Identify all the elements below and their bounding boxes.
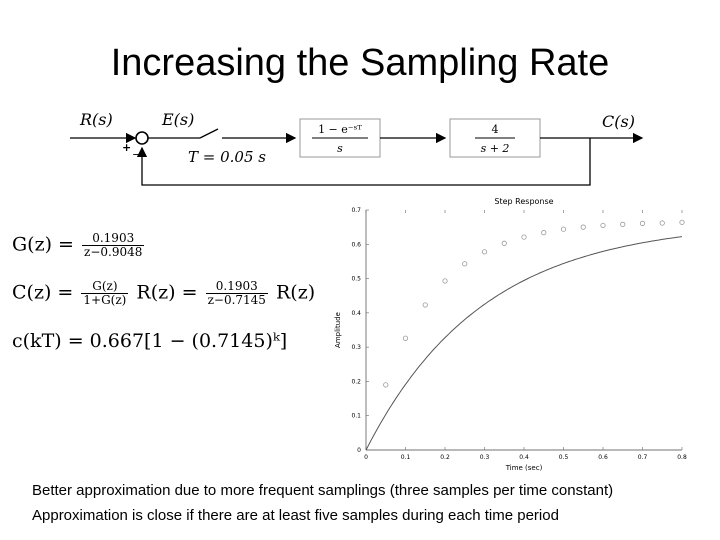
r-label: R(s) — [79, 110, 113, 129]
g-equation: G(z) = 0.1903 z−0.9048 — [12, 232, 322, 260]
sample-point — [600, 222, 606, 229]
c-numerator-1: G(z) — [81, 280, 129, 294]
notes: Better approximation due to more frequen… — [32, 478, 712, 528]
x-tick-label: 0.2 — [440, 454, 450, 461]
step-response-chart: Step Response Time (sec) Amplitude 0 0.1 0… — [334, 197, 687, 472]
y-tick-label: 0.5 — [351, 276, 361, 283]
y-tick-label: 0.4 — [351, 310, 361, 317]
sample-point — [659, 220, 665, 226]
sample-point — [462, 261, 468, 267]
plus-sign: + — [122, 141, 131, 154]
sample-point — [521, 234, 527, 240]
feedback-path — [136, 138, 591, 186]
x-tick-label: 0.6 — [598, 454, 608, 461]
chart-x-label: Time (sec) — [505, 464, 543, 472]
x-tick-label: 0.3 — [480, 454, 490, 461]
sample-point — [501, 240, 507, 246]
c-rhs: R(z) — [275, 281, 316, 304]
plant-denominator: s + 2 — [481, 142, 510, 155]
x-tick-label: 0 — [364, 454, 368, 461]
ckt-text: c(kT) = 0.667[1 − (0.7145)ᵏ] — [12, 330, 288, 352]
x-tick-label: 0.4 — [519, 454, 529, 461]
x-tick-label: 0.5 — [559, 454, 569, 461]
y-tick-label: 0.1 — [351, 413, 361, 420]
sample-point — [620, 221, 626, 227]
minus-sign: − — [132, 148, 141, 161]
sample-point — [481, 249, 488, 255]
x-tick-label: 0.1 — [401, 454, 411, 461]
c-denominator-2: z−0.7145 — [207, 293, 266, 307]
x-tick-label: 0.8 — [677, 454, 687, 461]
c-equation: C(z) = G(z) 1+G(z) R(z) = 0.1903 z−0.7145 … — [12, 280, 322, 308]
g-lhs: G(z) = — [12, 233, 74, 256]
c-numerator-2: 0.1903 — [205, 280, 268, 294]
sample-point — [442, 278, 448, 284]
slide-title: Increasing the Sampling Rate — [110, 42, 610, 84]
sample-point — [422, 302, 428, 308]
note-line: Better approximation due to more frequen… — [32, 482, 614, 499]
ckt-equation: c(kT) = 0.667[1 − (0.7145)ᵏ] — [12, 330, 322, 358]
sample-point — [560, 226, 567, 232]
g-denominator: z−0.9048 — [84, 245, 143, 259]
c-label: C(s) — [602, 112, 635, 131]
sample-point — [639, 220, 646, 226]
sampling-period: T = 0.05 s — [188, 148, 266, 166]
e-label: E(s) — [161, 110, 194, 129]
sample-point — [541, 230, 547, 236]
y-tick-label: 0 — [357, 447, 361, 454]
chart-title: Step Response — [494, 197, 553, 206]
c-denominator-1: 1+G(z) — [83, 293, 127, 307]
c-lhs: C(z) = — [12, 281, 74, 304]
chart-y-label: Amplitude — [334, 312, 342, 348]
y-tick-label: 0.3 — [351, 344, 361, 351]
sample-point — [679, 219, 685, 225]
y-tick-label: 0.6 — [351, 241, 361, 248]
g-numerator: 0.1903 — [82, 232, 145, 246]
note-line: Approximation is close if there are at l… — [32, 507, 559, 524]
zoh-numerator: 1 − e⁻ˢᵀ — [318, 123, 362, 136]
zoh-denominator: s — [337, 142, 343, 155]
sample-point — [580, 224, 586, 230]
continuous-response-line — [365, 236, 683, 451]
y-tick-label: 0.7 — [351, 207, 361, 214]
summing-junction — [135, 131, 149, 145]
plant-numerator: 4 — [492, 123, 499, 136]
sampler-switch — [199, 128, 219, 139]
chart-plot-area: 0 0.1 0.2 0.3 0.4 0.5 0.6 0.7 0.8 0 0.1 0.2 0.3 0.4 0.… — [351, 207, 686, 461]
block-diagram: R(s) E(s) C(s) + − T = 0.05 s 1 − e⁻ˢᵀ s… — [70, 110, 644, 186]
x-tick-label: 0.7 — [638, 454, 648, 461]
c-mid: R(z) = — [136, 281, 198, 304]
sample-point — [383, 382, 389, 388]
y-tick-label: 0.2 — [351, 378, 361, 385]
sample-point — [402, 335, 409, 341]
